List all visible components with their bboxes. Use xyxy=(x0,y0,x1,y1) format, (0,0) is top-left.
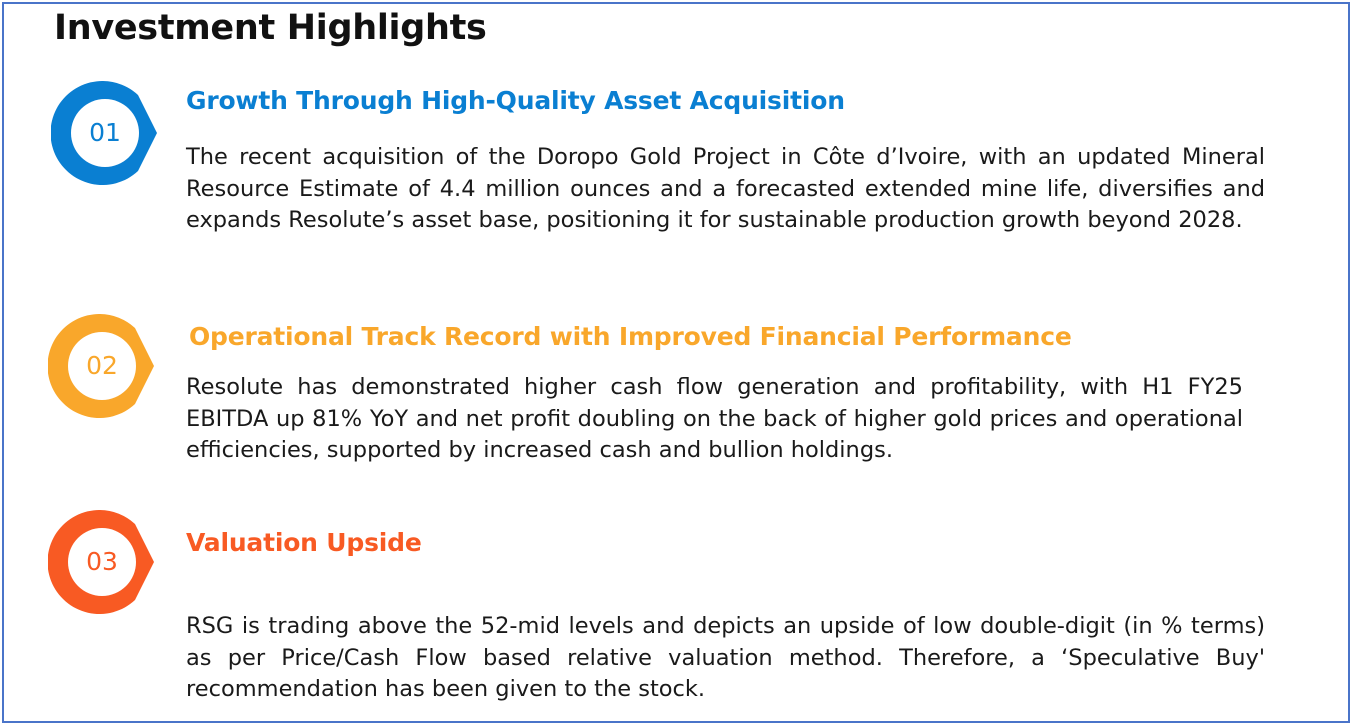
highlight-heading: Operational Track Record with Improved F… xyxy=(189,322,1072,351)
highlight-body: RSG is trading above the 52-mid levels a… xyxy=(186,613,1265,703)
pin-badge-icon xyxy=(51,81,157,185)
number-badge-01: 01 xyxy=(51,81,181,191)
badge-number: 01 xyxy=(89,118,121,147)
highlight-heading: Valuation Upside xyxy=(186,528,422,557)
highlight-body: The recent acquisition of the Doropo Gol… xyxy=(186,144,1265,234)
pin-badge-icon xyxy=(48,314,154,418)
badge-number: 03 xyxy=(86,547,118,576)
number-badge-03: 03 xyxy=(48,510,178,620)
pin-badge-icon xyxy=(48,510,154,614)
badge-number: 02 xyxy=(86,351,118,380)
highlight-body: Resolute has demonstrated higher cash fl… xyxy=(186,374,1243,464)
page-title: Investment Highlights xyxy=(54,8,487,48)
highlight-heading: Growth Through High-Quality Asset Acquis… xyxy=(186,86,845,115)
number-badge-02: 02 xyxy=(48,314,178,424)
